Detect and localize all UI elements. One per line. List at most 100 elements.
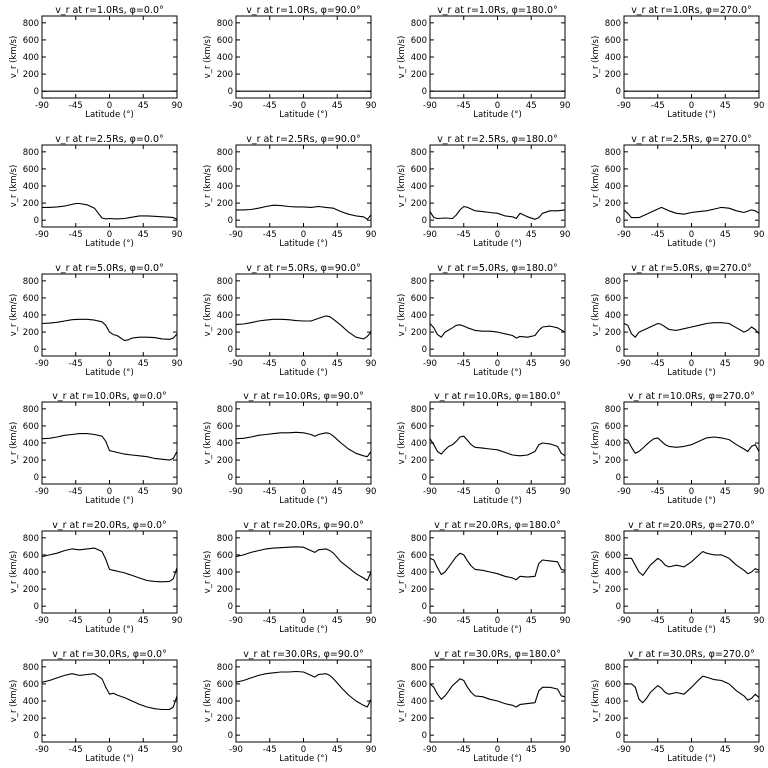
x-tick-label: -45 bbox=[69, 745, 83, 755]
x-tick-label: -45 bbox=[69, 359, 83, 369]
y-tick-label: 200 bbox=[23, 585, 39, 595]
y-tick-label: 400 bbox=[217, 182, 233, 192]
panel-title: v_r at r=10.0Rs, φ=270.0° bbox=[628, 391, 755, 402]
plot-frame bbox=[623, 401, 760, 485]
x-tick-label: 0 bbox=[107, 745, 112, 755]
x-tick-label: -90 bbox=[617, 616, 631, 626]
x-tick-label: -90 bbox=[229, 487, 243, 497]
x-tick-label: -90 bbox=[617, 487, 631, 497]
plot-frame bbox=[41, 273, 178, 357]
panel-title: v_r at r=2.5Rs, φ=180.0° bbox=[437, 134, 558, 145]
x-tick-label: 90 bbox=[754, 487, 765, 497]
y-tick-label: 400 bbox=[605, 53, 621, 63]
panel-title: v_r at r=2.5Rs, φ=90.0° bbox=[246, 134, 361, 145]
series-line bbox=[42, 202, 178, 220]
series-line bbox=[41, 433, 178, 461]
x-tick-label: 0 bbox=[301, 616, 306, 626]
panel-r20.0-phi180.0: v_r at r=20.0Rs, φ=180.0° 0 200 400 600 800 -9… bbox=[397, 520, 570, 635]
y-axis-label: v_r (km/s) bbox=[591, 294, 601, 337]
x-tick-label: 0 bbox=[495, 359, 500, 369]
x-tick-label: -45 bbox=[69, 616, 83, 626]
x-tick-label: -45 bbox=[651, 487, 665, 497]
y-tick-label: 0 bbox=[616, 473, 621, 483]
x-tick-label: -90 bbox=[229, 230, 243, 240]
x-tick-label: 0 bbox=[689, 359, 694, 369]
y-tick-label: 400 bbox=[411, 568, 427, 578]
plot-frame bbox=[235, 530, 372, 614]
x-tick-label: 0 bbox=[689, 745, 694, 755]
panel-title: v_r at r=30.0Rs, φ=90.0° bbox=[243, 649, 364, 660]
y-tick-label: 400 bbox=[217, 311, 233, 321]
panel-r30.0-phi0.0: v_r at r=30.0Rs, φ=0.0° 0 200 400 600 800 -90 -… bbox=[9, 649, 182, 764]
x-tick-label: 90 bbox=[754, 745, 765, 755]
panel-title: v_r at r=1.0Rs, φ=0.0° bbox=[55, 5, 164, 16]
x-axis-label: Latitude (°) bbox=[667, 625, 716, 635]
y-tick-label: 0 bbox=[616, 731, 621, 741]
panel-title: v_r at r=5.0Rs, φ=90.0° bbox=[246, 263, 361, 274]
x-tick-label: -90 bbox=[423, 101, 437, 111]
y-tick-label: 0 bbox=[422, 602, 427, 612]
x-tick-label: 45 bbox=[138, 616, 149, 626]
y-axis-label: v_r (km/s) bbox=[9, 680, 19, 723]
panel-r2.5-phi270.0: v_r at r=2.5Rs, φ=270.0° 0 200 400 600 800 -90… bbox=[591, 134, 764, 249]
panel-title: v_r at r=1.0Rs, φ=270.0° bbox=[631, 5, 752, 16]
y-tick-label: 0 bbox=[616, 87, 621, 97]
panel-r30.0-phi180.0: v_r at r=30.0Rs, φ=180.0° 0 200 400 600 800 -9… bbox=[397, 649, 570, 764]
x-tick-label: -90 bbox=[35, 101, 49, 111]
x-axis-label: Latitude (°) bbox=[473, 368, 522, 378]
x-tick-label: 0 bbox=[689, 487, 694, 497]
y-tick-label: 200 bbox=[411, 328, 427, 338]
x-tick-label: 0 bbox=[107, 230, 112, 240]
plot-frame bbox=[429, 530, 566, 614]
y-tick-label: 800 bbox=[411, 19, 427, 29]
x-axis-label: Latitude (°) bbox=[279, 496, 328, 506]
x-tick-label: 90 bbox=[560, 745, 571, 755]
plot-frame bbox=[41, 144, 178, 228]
series-line bbox=[429, 435, 566, 457]
x-tick-label: 0 bbox=[495, 230, 500, 240]
y-tick-label: 200 bbox=[23, 456, 39, 466]
panel-r10.0-phi180.0: v_r at r=10.0Rs, φ=180.0° 0 200 400 600 800 -9… bbox=[397, 391, 570, 506]
panel-r5.0-phi180.0: v_r at r=5.0Rs, φ=180.0° 0 200 400 600 800 -90… bbox=[397, 263, 570, 378]
series-line bbox=[41, 673, 178, 711]
x-axis-label: Latitude (°) bbox=[85, 496, 134, 506]
x-tick-label: 90 bbox=[560, 359, 571, 369]
x-tick-label: 45 bbox=[720, 101, 731, 111]
y-tick-label: 200 bbox=[217, 456, 233, 466]
y-tick-label: 800 bbox=[411, 277, 427, 287]
y-tick-label: 600 bbox=[411, 165, 427, 175]
x-tick-label: -90 bbox=[229, 359, 243, 369]
x-tick-label: 90 bbox=[172, 487, 183, 497]
series-line bbox=[429, 678, 566, 708]
y-tick-label: 800 bbox=[605, 405, 621, 415]
y-tick-label: 600 bbox=[217, 294, 233, 304]
y-tick-label: 800 bbox=[217, 405, 233, 415]
x-tick-label: -90 bbox=[35, 487, 49, 497]
y-tick-label: 600 bbox=[23, 680, 39, 690]
plot-frame bbox=[235, 15, 372, 99]
y-tick-label: 200 bbox=[217, 199, 233, 209]
x-tick-label: 0 bbox=[689, 101, 694, 111]
panel-title: v_r at r=10.0Rs, φ=180.0° bbox=[434, 391, 561, 402]
y-tick-label: 800 bbox=[411, 663, 427, 673]
panel-title: v_r at r=20.0Rs, φ=180.0° bbox=[434, 520, 561, 531]
x-axis-label: Latitude (°) bbox=[85, 754, 134, 764]
y-tick-label: 400 bbox=[605, 568, 621, 578]
x-tick-label: 45 bbox=[138, 101, 149, 111]
y-axis-label: v_r (km/s) bbox=[9, 422, 19, 465]
plot-frame bbox=[41, 15, 178, 99]
x-tick-label: -45 bbox=[263, 359, 277, 369]
panel-title: v_r at r=20.0Rs, φ=0.0° bbox=[52, 520, 167, 531]
y-tick-label: 0 bbox=[228, 473, 233, 483]
y-tick-label: 600 bbox=[605, 165, 621, 175]
x-tick-label: 90 bbox=[560, 230, 571, 240]
y-axis-label: v_r (km/s) bbox=[9, 294, 19, 337]
y-tick-label: 200 bbox=[411, 199, 427, 209]
y-tick-label: 200 bbox=[605, 70, 621, 80]
y-tick-label: 400 bbox=[411, 53, 427, 63]
x-axis-label: Latitude (°) bbox=[667, 368, 716, 378]
x-tick-label: -90 bbox=[229, 745, 243, 755]
y-tick-label: 400 bbox=[23, 439, 39, 449]
panel-r2.5-phi0.0: v_r at r=2.5Rs, φ=0.0° 0 200 400 600 800 -90 -4… bbox=[9, 134, 182, 249]
